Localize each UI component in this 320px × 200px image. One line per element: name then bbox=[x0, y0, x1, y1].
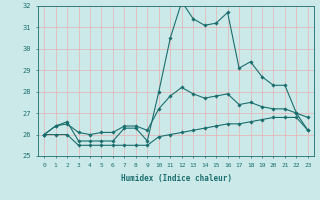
X-axis label: Humidex (Indice chaleur): Humidex (Indice chaleur) bbox=[121, 174, 231, 183]
